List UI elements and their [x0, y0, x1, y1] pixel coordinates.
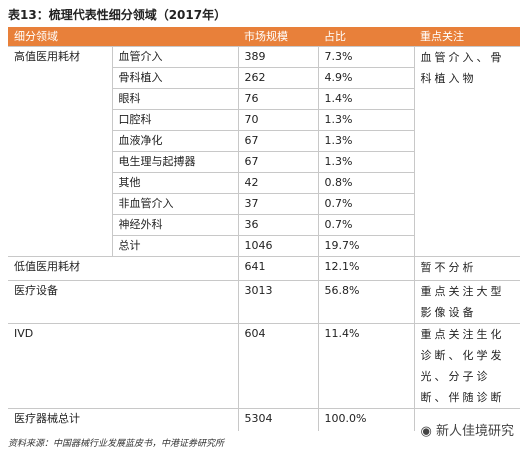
size-cell: 5304	[237, 408, 319, 431]
size-cell: 42	[237, 172, 319, 194]
subcategory-cell: 总计	[111, 235, 239, 257]
row: 骨科植入 262 4.9%	[8, 67, 520, 89]
row: 其他 42 0.8%	[8, 172, 520, 194]
table-title: 表13：梳理代表性细分领域（2017年）	[8, 8, 227, 22]
subcategory-cell: 口腔科	[111, 109, 239, 131]
size-cell: 1046	[237, 235, 319, 257]
size-cell: 67	[237, 151, 319, 173]
row: 血液净化 67 1.3%	[8, 130, 520, 152]
share-cell: 4.9%	[317, 67, 415, 89]
row: 医疗设备 3013 56.8% 重点关注大型影像设备	[8, 280, 520, 324]
subcategory-cell: 神经外科	[111, 214, 239, 236]
table-body: 高值医用耗材 血管介入 389 7.3% 血管介入、骨科植入物 骨科植入 262 4.9% 眼科…	[8, 46, 520, 431]
row: 低值医用耗材 641 12.1% 暂不分析	[8, 256, 520, 281]
header-cell: 市场规模	[238, 27, 318, 47]
size-cell: 36	[237, 214, 319, 236]
subcategory-cell: 其他	[111, 172, 239, 194]
size-cell: 67	[237, 130, 319, 152]
subcategory-cell: 眼科	[111, 88, 239, 110]
row: 非血管介入 37 0.7%	[8, 193, 520, 215]
size-cell: 641	[237, 256, 319, 281]
category-cell: 高值医用耗材	[8, 46, 112, 257]
share-cell: 0.7%	[317, 193, 415, 215]
share-cell: 12.1%	[317, 256, 415, 281]
watermark-text: 新人佳境研究	[435, 424, 514, 439]
share-cell: 56.8%	[317, 280, 415, 324]
size-cell: 262	[237, 67, 319, 89]
row: 神经外科 36 0.7%	[8, 214, 520, 236]
share-cell: 7.3%	[317, 46, 415, 68]
share-cell: 0.7%	[317, 214, 415, 236]
row: 医疗器械总计 5304 100.0%	[8, 408, 520, 431]
header-cell: 细分领域	[8, 27, 238, 47]
category-cell: 医疗器械总计	[8, 408, 238, 431]
header-row: 细分领域 市场规模 占比 重点关注	[8, 27, 520, 47]
category-cell: 医疗设备	[8, 280, 238, 324]
focus-cell: 重点关注生化诊断、化学发光、分子诊断、伴随诊断	[414, 323, 520, 409]
header-cell: 占比	[318, 27, 414, 47]
share-cell: 1.3%	[317, 151, 415, 173]
watermark: ◉ 新人佳境研究	[420, 420, 514, 439]
focus-cell: 重点关注大型影像设备	[414, 280, 520, 324]
header-cell: 重点关注	[414, 27, 520, 47]
category-cell: 低值医用耗材	[8, 256, 238, 281]
row: 口腔科 70 1.3%	[8, 109, 520, 131]
share-cell: 1.3%	[317, 109, 415, 131]
subcategory-cell: 血液净化	[111, 130, 239, 152]
size-cell: 389	[237, 46, 319, 68]
share-cell: 1.4%	[317, 88, 415, 110]
size-cell: 70	[237, 109, 319, 131]
share-cell: 11.4%	[317, 323, 415, 409]
share-cell: 19.7%	[317, 235, 415, 257]
row: 高值医用耗材 血管介入 389 7.3% 血管介入、骨科植入物	[8, 46, 520, 257]
category-cell: IVD	[8, 323, 238, 409]
subcategory-cell: 血管介入	[111, 46, 239, 68]
source-note: 资料来源：中国器械行业发展蓝皮书，中港证券研究所	[8, 439, 225, 449]
share-cell: 0.8%	[317, 172, 415, 194]
row: 总计 1046 19.7%	[8, 235, 520, 257]
share-cell: 100.0%	[317, 408, 415, 431]
size-cell: 3013	[237, 280, 319, 324]
subcategory-cell: 骨科植入	[111, 67, 239, 89]
share-cell: 1.3%	[317, 130, 415, 152]
row: 眼科 76 1.4%	[8, 88, 520, 110]
size-cell: 76	[237, 88, 319, 110]
size-cell: 604	[237, 323, 319, 409]
size-cell: 37	[237, 193, 319, 215]
focus-cell: 血管介入、骨科植入物	[414, 46, 520, 257]
row: 电生理与起搏器 67 1.3%	[8, 151, 520, 173]
subcategory-cell: 非血管介入	[111, 193, 239, 215]
table: 细分领域 市场规模 占比 重点关注 高值医用耗材 血管介入 389 7.3% 血管介入、骨科植…	[8, 27, 520, 431]
row: IVD 604 11.4% 重点关注生化诊断、化学发光、分子诊断、伴随诊断	[8, 323, 520, 409]
subcategory-cell: 电生理与起搏器	[111, 151, 239, 173]
focus-cell: 暂不分析	[414, 256, 520, 281]
